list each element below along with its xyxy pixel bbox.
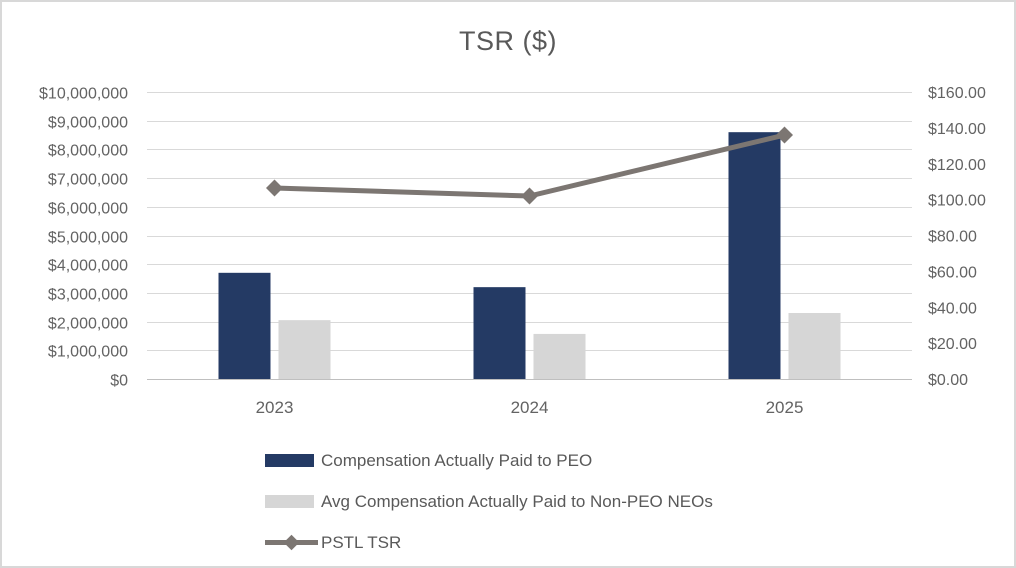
legend-item-non-peo: Avg Compensation Actually Paid to Non-PE… <box>265 481 713 522</box>
right-axis-tick-label: $160.00 <box>928 85 986 102</box>
x-axis-category-label: 2023 <box>256 398 294 417</box>
bar-peo-2024 <box>473 287 526 379</box>
right-axis-tick-label: $140.00 <box>928 121 986 138</box>
tsr-marker-2023 <box>266 179 283 197</box>
left-axis-tick-label: $10,000,000 <box>39 86 128 103</box>
left-axis-tick-label: $3,000,000 <box>48 287 128 304</box>
legend-item-tsr: PSTL TSR <box>265 522 713 563</box>
left-axis-tick-label: $0 <box>110 373 128 390</box>
legend-swatch-peo-bar <box>265 454 314 467</box>
right-axis-tick-label: $40.00 <box>928 300 977 317</box>
right-axis-tick-label: $60.00 <box>928 264 977 281</box>
left-axis-tick-label: $1,000,000 <box>48 344 128 361</box>
left-axis-tick-label: $4,000,000 <box>48 258 128 275</box>
right-axis-tick-label: $120.00 <box>928 157 986 174</box>
left-axis-tick-label: $2,000,000 <box>48 316 128 333</box>
bar-peo-2025 <box>728 132 781 379</box>
left-axis-tick-label: $8,000,000 <box>48 143 128 160</box>
right-axis-tick-label: $20.00 <box>928 336 977 353</box>
left-axis-tick-label: $5,000,000 <box>48 230 128 247</box>
right-axis-tick-label: $100.00 <box>928 193 986 210</box>
right-axis-tick-label: $80.00 <box>928 229 977 246</box>
diamond-marker-icon <box>283 534 300 551</box>
legend-label-peo: Compensation Actually Paid to PEO <box>321 450 593 470</box>
bar-non-peo-2024 <box>533 333 586 379</box>
tsr-marker-2024 <box>521 187 538 205</box>
legend-item-peo: Compensation Actually Paid to PEO <box>265 440 713 481</box>
x-axis-category-label: 2025 <box>766 398 804 417</box>
legend-swatch-non-peo-bar <box>265 495 314 508</box>
bar-non-peo-2023 <box>278 320 331 379</box>
bar-peo-2023 <box>218 272 271 379</box>
tsr-line <box>274 132 786 199</box>
x-axis-category-label: 2024 <box>511 398 549 417</box>
legend-label-non-peo: Avg Compensation Actually Paid to Non-PE… <box>321 491 713 511</box>
tsr-marker-2025 <box>776 126 793 144</box>
legend-swatch-tsr-line <box>265 534 318 551</box>
bar-non-peo-2025 <box>788 312 841 379</box>
left-axis-tick-label: $7,000,000 <box>48 172 128 189</box>
left-axis-tick-label: $9,000,000 <box>48 115 128 132</box>
plot-area: $0 $1,000,000 $2,000,000 $3,000,000 $4,000,0… <box>39 85 986 417</box>
left-axis-tick-label: $6,000,000 <box>48 201 128 218</box>
legend-label-tsr: PSTL TSR <box>321 532 402 552</box>
legend: Compensation Actually Paid to PEO Avg Co… <box>265 440 713 563</box>
right-axis-tick-label: $0.00 <box>928 372 968 389</box>
chart-title: TSR ($) <box>459 26 557 56</box>
